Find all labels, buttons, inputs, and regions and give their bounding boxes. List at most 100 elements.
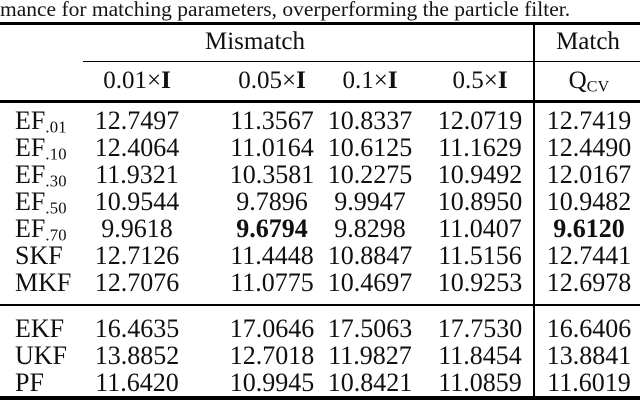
table-cell: 11.5156: [438, 241, 522, 270]
table-cell: 10.8421: [327, 368, 413, 397]
table-cell: 17.0646: [229, 314, 315, 343]
table-row: MKF 12.7076 11.0775 10.4697 10.9253 12.6978: [0, 269, 640, 296]
group-header-mismatch: Mismatch: [205, 28, 305, 55]
table-cell: 13.8852: [94, 341, 180, 370]
row-label: EF.50: [15, 188, 67, 222]
table-cell: 11.0164: [230, 133, 314, 162]
table-cell: 9.9618: [101, 214, 173, 243]
table-cell: 12.7076: [94, 268, 180, 297]
table-cell: 12.0167: [546, 160, 632, 189]
table-cell: 9.6794: [236, 214, 308, 243]
row-label: EKF: [15, 315, 64, 342]
group-header-match: Match: [556, 28, 620, 55]
row-label-subscript: .70: [45, 225, 67, 245]
scale-text: 0.01×: [103, 67, 162, 94]
row-label-subscript: .01: [45, 117, 67, 137]
row-label: SKF: [15, 242, 63, 269]
table-cell: 12.7441: [546, 241, 632, 270]
table-cell: 9.6120: [553, 214, 625, 243]
table-cell: 11.6420: [95, 368, 179, 397]
row-label: EF.70: [15, 215, 67, 249]
table-cell: 11.4448: [230, 241, 314, 270]
table-row: EF.01 12.7497 11.3567 10.8337 12.0719 12.7419: [0, 106, 640, 137]
row-label: PF: [15, 369, 44, 396]
table-cell: 12.7419: [546, 106, 632, 135]
table-cell: 13.8841: [546, 341, 632, 370]
table-cell: 11.8454: [438, 341, 522, 370]
row-label-base: EF: [15, 106, 46, 135]
identity-matrix-symbol: I: [296, 67, 306, 94]
table-cell: 10.4697: [327, 268, 413, 297]
table-row: EF.70 9.9618 9.6794 9.8298 11.0407 9.6120: [0, 214, 640, 245]
identity-matrix-symbol: I: [161, 67, 171, 94]
row-label-base: PF: [15, 368, 44, 397]
table-cell: 11.6019: [547, 368, 631, 397]
table-row: EF.10 12.4064 11.0164 10.6125 11.1629 12.4490: [0, 133, 640, 164]
table-cell: 17.5063: [327, 314, 413, 343]
table-cell: 11.9827: [328, 341, 412, 370]
table-cell: 17.7530: [437, 314, 523, 343]
bottom-rule: [0, 396, 640, 400]
table-row: UKF 13.8852 12.7018 11.9827 11.8454 13.8841: [0, 342, 640, 369]
table-cell: 10.3581: [229, 160, 315, 189]
row-label-subscript: .50: [45, 198, 67, 218]
column-header-0-05xI: 0.05×I: [238, 67, 306, 95]
row-label-base: EF: [15, 187, 46, 216]
table-cell: 16.6406: [546, 314, 632, 343]
table-cell: 10.9482: [546, 187, 632, 216]
table-cell: 16.4635: [94, 314, 180, 343]
row-label-subscript: .30: [45, 171, 67, 191]
table-cell: 10.9945: [229, 368, 315, 397]
scale-text: 0.05×: [238, 67, 297, 94]
row-label-base: MKF: [15, 268, 72, 297]
table-cell: 10.9253: [437, 268, 523, 297]
table-cell: 12.4490: [546, 133, 632, 162]
table-cell: 12.6978: [546, 268, 632, 297]
column-header-0-1xI: 0.1×I: [342, 67, 397, 95]
table-row: EF.30 11.9321 10.3581 10.2275 10.9492 12.0167: [0, 160, 640, 191]
table-cell: 12.7497: [94, 106, 180, 135]
column-header-0-5xI: 0.5×I: [452, 67, 507, 95]
row-label: EF.10: [15, 134, 67, 168]
mid-rule: [0, 304, 640, 307]
table-cell: 12.7126: [94, 241, 180, 270]
table-cell: 10.6125: [327, 133, 413, 162]
q-symbol: Q: [568, 67, 587, 94]
scale-text: 0.1×: [342, 67, 388, 94]
identity-matrix-symbol: I: [387, 67, 398, 94]
row-label: EF.01: [15, 107, 67, 141]
table-cell: 10.2275: [327, 160, 413, 189]
row-label-base: EF: [15, 214, 46, 243]
cmid-rule: [83, 60, 640, 62]
identity-matrix-symbol: I: [497, 67, 508, 94]
column-separator: [533, 24, 535, 396]
table-row: PF 11.6420 10.9945 10.8421 11.0859 11.6019: [0, 369, 640, 396]
table-cell: 11.0407: [438, 214, 522, 243]
table-cell: 12.0719: [437, 106, 523, 135]
column-header-qcv: QCV: [569, 67, 610, 102]
cv-subscript: CV: [586, 78, 610, 96]
caption-text: mance for matching parameters, overperfo…: [0, 0, 571, 21]
row-label-base: EF: [15, 160, 46, 189]
row-label-base: UKF: [15, 341, 68, 370]
table-cell: 10.8950: [437, 187, 523, 216]
row-label-base: EKF: [15, 314, 65, 343]
table-row: EF.50 10.9544 9.7896 9.9947 10.8950 10.9482: [0, 187, 640, 218]
row-label-base: SKF: [15, 241, 63, 270]
header-rule: [0, 100, 640, 103]
table-cell: 11.3567: [230, 106, 314, 135]
table-cell: 9.7896: [236, 187, 308, 216]
table-cell: 10.8337: [327, 106, 413, 135]
table-row: SKF 12.7126 11.4448 10.8847 11.5156 12.7441: [0, 242, 640, 269]
table-cell: 9.9947: [334, 187, 406, 216]
table-cell: 11.0775: [230, 268, 314, 297]
row-label: EF.30: [15, 161, 67, 195]
top-rule: [0, 21, 640, 25]
table-cell: 11.9321: [95, 160, 179, 189]
table-cell: 12.4064: [94, 133, 180, 162]
row-label: MKF: [15, 269, 71, 296]
table-cell: 12.7018: [229, 341, 315, 370]
table-cell: 9.8298: [334, 214, 406, 243]
table-cell: 11.0859: [438, 368, 522, 397]
